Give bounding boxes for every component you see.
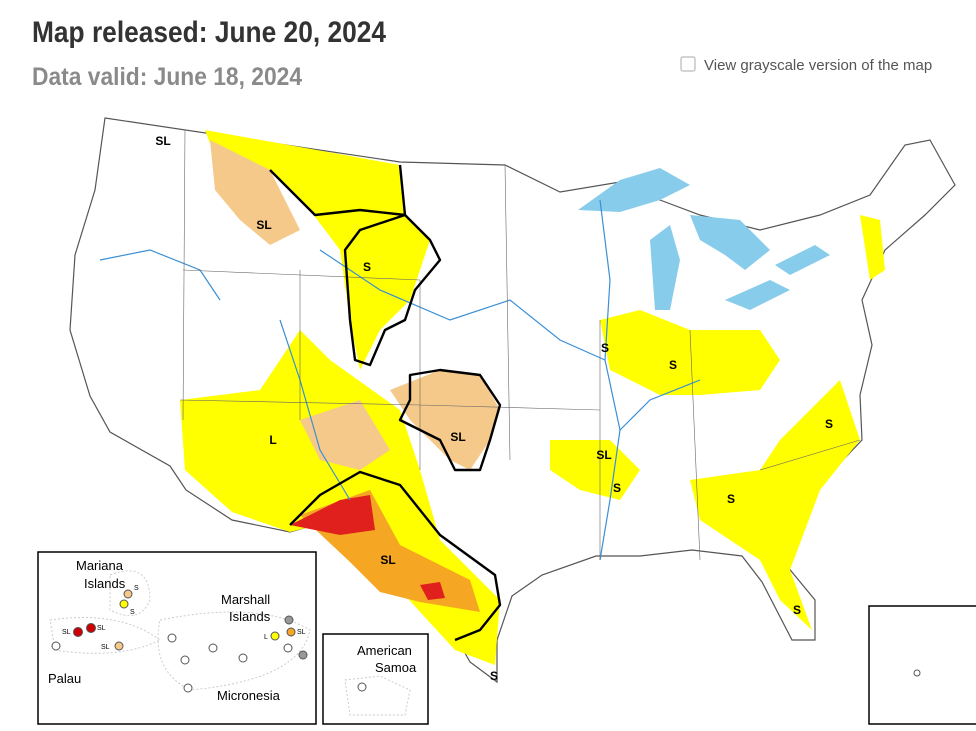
inset-label: Samoa bbox=[375, 660, 417, 675]
map-label: SL bbox=[450, 430, 465, 444]
inset-eez bbox=[344, 675, 411, 716]
title: Map released: June 20, 2024 bbox=[32, 16, 386, 49]
island-marker bbox=[913, 669, 921, 677]
island-marker bbox=[167, 633, 177, 643]
grayscale-checkbox[interactable] bbox=[680, 56, 696, 72]
marker-label: S bbox=[134, 585, 139, 592]
map-label: S bbox=[825, 417, 833, 431]
grayscale-label[interactable]: View grayscale version of the map bbox=[704, 57, 932, 74]
marker-label: SL bbox=[97, 625, 106, 632]
inset-label: American bbox=[357, 643, 412, 658]
map-label: S bbox=[363, 260, 371, 274]
inset-label: Marshall bbox=[221, 592, 270, 607]
island-marker bbox=[208, 643, 218, 653]
inset-label: Islands bbox=[84, 576, 126, 591]
map-label: S bbox=[669, 358, 677, 372]
map-label: S bbox=[613, 481, 621, 495]
marker-label: SL bbox=[101, 644, 110, 651]
inset-label: Micronesia bbox=[217, 688, 281, 703]
marker-label: SL bbox=[297, 629, 306, 636]
inset-label: Mariana bbox=[76, 558, 124, 573]
map-label: L bbox=[269, 433, 276, 447]
inset-label: Palau bbox=[48, 671, 81, 686]
island-marker bbox=[114, 641, 124, 651]
impact-outlines bbox=[269, 164, 502, 642]
island-marker bbox=[357, 682, 367, 692]
map-label: SL bbox=[380, 553, 395, 567]
island-marker bbox=[123, 589, 133, 599]
subtitle: Data valid: June 18, 2024 bbox=[32, 63, 302, 91]
map-label: SL bbox=[596, 448, 611, 462]
island-marker bbox=[284, 615, 294, 625]
inset-frame bbox=[37, 551, 317, 725]
samoa-inset: American Samoa bbox=[322, 633, 429, 725]
marker-label: L bbox=[264, 634, 268, 641]
island-marker bbox=[183, 683, 193, 693]
island-marker bbox=[270, 631, 280, 641]
island-marker bbox=[286, 627, 296, 637]
inset-frame bbox=[322, 633, 429, 725]
island-marker bbox=[73, 627, 83, 637]
drought-areas bbox=[180, 130, 885, 665]
island-marker bbox=[238, 653, 248, 663]
rivers bbox=[99, 199, 701, 561]
map-label: S bbox=[727, 492, 735, 506]
island-marker bbox=[298, 650, 308, 660]
map-label: SL bbox=[155, 134, 170, 148]
inset-label: Islands bbox=[229, 609, 271, 624]
inset-frame bbox=[868, 605, 976, 725]
island-marker bbox=[86, 623, 96, 633]
map-label: SL bbox=[256, 218, 271, 232]
island-marker bbox=[119, 599, 129, 609]
virgin-islands-inset bbox=[868, 605, 976, 725]
pacific-inset: Mariana Islands Marshall Islands Palau M… bbox=[37, 551, 317, 725]
marker-label: S bbox=[130, 609, 135, 616]
island-marker bbox=[180, 655, 190, 665]
inset-eez bbox=[49, 570, 311, 691]
map-labels: SL SL S L SL SL S S SL S S S S S bbox=[155, 134, 833, 683]
great-lakes bbox=[578, 168, 830, 310]
map-label: S bbox=[793, 603, 801, 617]
island-marker bbox=[283, 643, 293, 653]
marker-label: SL bbox=[62, 629, 71, 636]
map-label: S bbox=[490, 669, 498, 683]
state-lines bbox=[179, 129, 861, 561]
island-marker bbox=[51, 641, 61, 651]
map-label: S bbox=[601, 341, 609, 355]
